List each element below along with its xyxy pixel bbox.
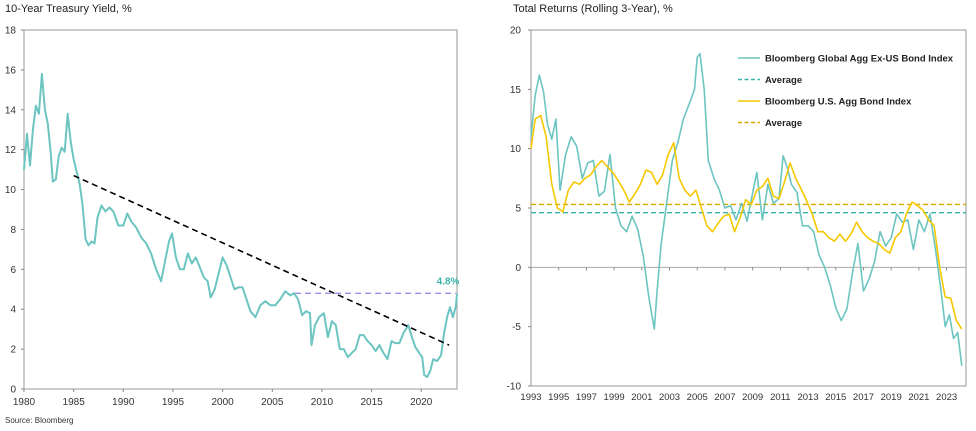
right-x-tick-label: 1999 bbox=[604, 392, 625, 403]
left-x-tick-label: 1990 bbox=[112, 397, 135, 408]
left-x-tick-label: 1980 bbox=[13, 397, 36, 408]
right-x-tick-label: 1997 bbox=[576, 392, 597, 403]
right-x-tick-label: 2009 bbox=[742, 392, 763, 403]
right-plot-frame bbox=[530, 29, 967, 387]
us-agg-line bbox=[530, 114, 963, 330]
right-y-tick-label: 10 bbox=[510, 144, 522, 155]
legend-label: Average bbox=[765, 118, 802, 129]
left-x-tick-label: 2015 bbox=[360, 397, 383, 408]
right-y-tick-label: -5 bbox=[512, 322, 521, 333]
left-y-tick-label: 10 bbox=[5, 185, 17, 196]
left-y-tick-label: 12 bbox=[5, 145, 17, 156]
current-yield-annotation: 4.8% bbox=[437, 276, 460, 287]
left-y-tick-label: 2 bbox=[10, 345, 16, 356]
right-y-tick-label: 20 bbox=[510, 26, 522, 37]
left-y-tick-label: 14 bbox=[5, 105, 17, 116]
left-x-tick-label: 1985 bbox=[63, 397, 86, 408]
source-note: Source: Bloomberg bbox=[5, 416, 74, 425]
right-x-tick-label: 2003 bbox=[659, 392, 680, 403]
legend-label: Average bbox=[765, 75, 802, 86]
trend-line bbox=[73, 174, 450, 346]
left-y-tick-label: 18 bbox=[5, 26, 17, 37]
right-x-tick-label: 2007 bbox=[714, 392, 735, 403]
left-y-tick-label: 4 bbox=[10, 305, 16, 316]
left-x-tick-label: 2005 bbox=[261, 397, 284, 408]
right-x-tick-label: 1995 bbox=[548, 392, 569, 403]
left-chart-title: 10-Year Treasury Yield, % bbox=[5, 3, 132, 15]
left-y-tick-label: 8 bbox=[10, 225, 16, 236]
legend-label: Bloomberg Global Agg Ex-US Bond Index bbox=[765, 54, 954, 65]
left-x-tick-label: 2020 bbox=[410, 397, 433, 408]
right-x-tick-label: 2015 bbox=[825, 392, 846, 403]
right-x-tick-label: 2011 bbox=[770, 392, 790, 403]
right-y-tick-label: 5 bbox=[515, 204, 521, 215]
right-chart-title: Total Returns (Rolling 3-Year), % bbox=[513, 3, 673, 15]
right-x-tick-label: 2023 bbox=[936, 392, 957, 403]
left-x-tick-label: 2010 bbox=[311, 397, 334, 408]
right-x-tick-label: 1993 bbox=[520, 392, 541, 403]
right-x-tick-label: 2013 bbox=[797, 392, 818, 403]
left-y-tick-label: 16 bbox=[5, 65, 17, 76]
legend-label: Bloomberg U.S. Agg Bond Index bbox=[765, 97, 912, 108]
right-x-tick-label: 2017 bbox=[853, 392, 874, 403]
right-x-tick-label: 2019 bbox=[881, 392, 902, 403]
right-x-tick-label: 2005 bbox=[687, 392, 708, 403]
right-y-tick-label: 15 bbox=[510, 85, 522, 96]
right-x-tick-label: 2001 bbox=[631, 392, 652, 403]
left-x-tick-label: 1995 bbox=[162, 397, 185, 408]
left-y-tick-label: 6 bbox=[10, 265, 16, 276]
right-y-tick-label: 0 bbox=[515, 263, 521, 274]
global-agg-line bbox=[530, 52, 963, 366]
right-y-tick-label: -10 bbox=[507, 382, 522, 393]
yield-line bbox=[23, 72, 458, 378]
left-plot-frame bbox=[23, 29, 458, 390]
right-x-tick-label: 2021 bbox=[908, 392, 929, 403]
left-x-tick-label: 2000 bbox=[211, 397, 234, 408]
left-y-tick-label: 0 bbox=[10, 385, 16, 396]
